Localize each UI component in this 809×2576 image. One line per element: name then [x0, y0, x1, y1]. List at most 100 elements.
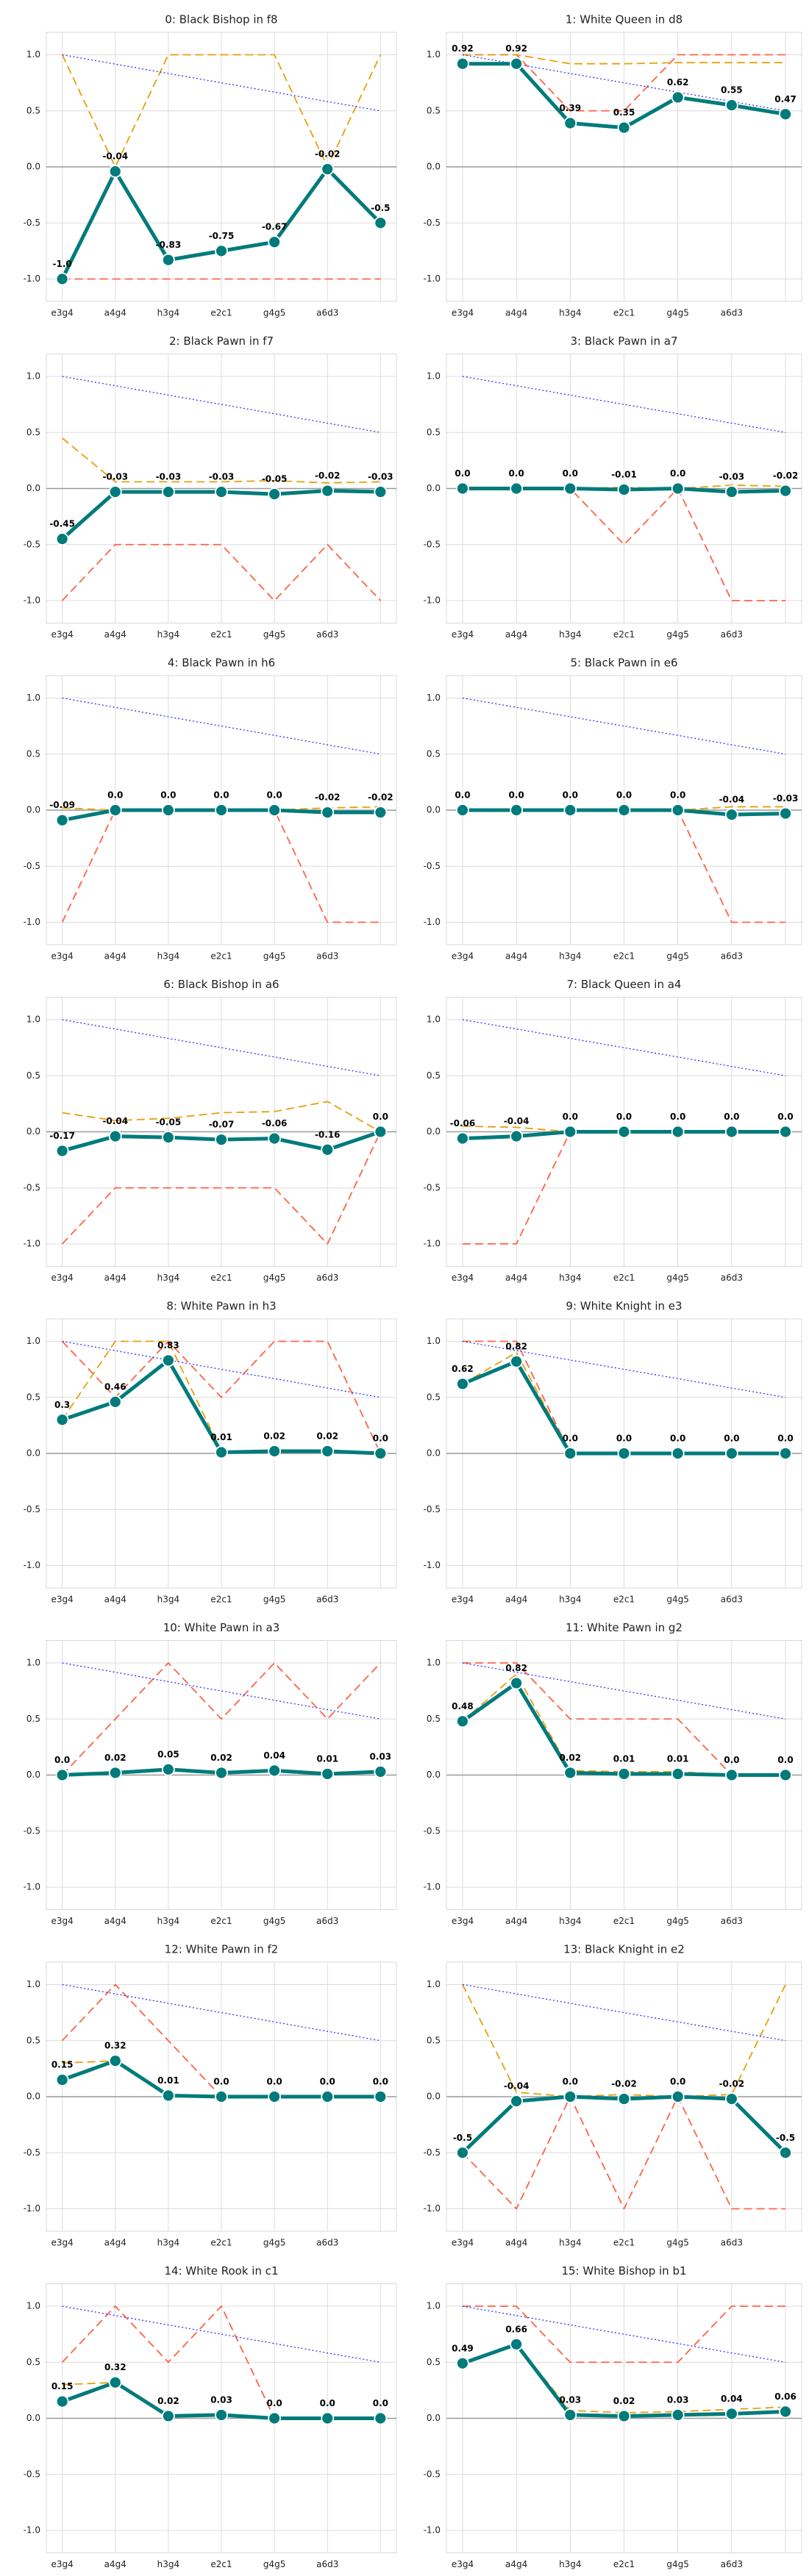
- value-label: 0.02: [560, 1753, 582, 1763]
- x-tick-label: a6d3: [721, 1595, 743, 1605]
- subplot: 15: White Bishop in b1 -1.0 -0.5 0.0 0.5 1.0 e…: [424, 2264, 802, 2569]
- marker: [724, 1768, 738, 1782]
- x-tick-label: g4g5: [263, 2559, 286, 2569]
- marker: [374, 1765, 388, 1778]
- value-label: 0.0: [107, 790, 123, 801]
- y-tick-label: -1.0: [424, 2203, 441, 2214]
- marker: [724, 808, 738, 821]
- subplot-title: 12: White Pawn in f2: [165, 1943, 279, 1956]
- y-tick-label: 0.5: [26, 427, 40, 437]
- value-label: -0.5: [453, 2133, 472, 2143]
- marker: [671, 2090, 685, 2103]
- value-label: -0.03: [773, 793, 799, 804]
- y-tick-label: -1.0: [424, 2525, 441, 2536]
- value-label: 0.0: [670, 790, 685, 801]
- series-line: [62, 1662, 381, 1720]
- value-label: -0.16: [315, 1129, 341, 1139]
- x-tick-label: e3g4: [452, 2559, 474, 2569]
- series-line: [462, 1662, 786, 1720]
- value-label: 0.0: [373, 2398, 388, 2408]
- x-tick-label: a4g4: [505, 2238, 527, 2248]
- value-label: 0.0: [320, 2398, 335, 2408]
- value-label: -0.02: [368, 793, 393, 803]
- x-tick-label: h3g4: [157, 2559, 180, 2569]
- subplot: 3: Black Pawn in a7 -1.0 -0.5 0.0 0.5 1.0 e3g4…: [424, 334, 802, 640]
- x-tick-label: a6d3: [721, 2238, 743, 2248]
- marker: [563, 2408, 577, 2422]
- marker: [215, 244, 228, 258]
- marker: [108, 1766, 122, 1780]
- marker: [108, 1129, 122, 1143]
- value-label: -0.5: [776, 2133, 795, 2143]
- marker: [563, 2090, 577, 2103]
- y-tick-label: 0.5: [427, 2357, 441, 2367]
- marker: [456, 482, 469, 495]
- value-label: 0.0: [724, 1112, 739, 1122]
- x-tick-label: a4g4: [505, 1273, 527, 1283]
- marker: [617, 1767, 631, 1781]
- y-tick-label: -0.5: [24, 2469, 40, 2479]
- y-tick-label: 0.0: [427, 2413, 441, 2423]
- x-tick-label: a4g4: [505, 308, 527, 318]
- y-tick-label: 0.5: [26, 2357, 40, 2367]
- x-tick-label: a4g4: [104, 2559, 126, 2569]
- series-line: [62, 697, 381, 755]
- marker: [55, 1144, 69, 1158]
- x-tick-label: a4g4: [104, 2238, 126, 2248]
- subplot: 14: White Rook in c1 -1.0 -0.5 0.0 0.5 1.0 e3g…: [24, 2264, 397, 2569]
- value-label: 0.0: [616, 1112, 632, 1122]
- value-label: 0.02: [104, 1753, 126, 1763]
- marker: [55, 2394, 69, 2408]
- x-tick-label: a6d3: [316, 1916, 338, 1926]
- subplot-title: 10: White Pawn in a3: [163, 1621, 280, 1634]
- y-tick-label: -0.5: [24, 539, 40, 549]
- subplot: 7: Black Queen in a4 -1.0 -0.5 0.0 0.5 1.0 e3g…: [424, 978, 802, 1283]
- value-label: -0.06: [450, 1118, 476, 1128]
- x-tick-label: a4g4: [505, 951, 527, 962]
- marker: [321, 1445, 335, 1458]
- subplot-title: 3: Black Pawn in a7: [570, 334, 677, 348]
- value-label: 0.0: [724, 1755, 739, 1765]
- value-label: 0.15: [51, 2060, 74, 2070]
- y-tick-label: -1.0: [24, 1239, 40, 1249]
- x-tick-label: e2c1: [210, 1595, 232, 1605]
- y-tick-label: 1.0: [427, 49, 441, 60]
- marker: [724, 485, 738, 498]
- value-label: 0.35: [613, 107, 635, 118]
- value-label: -0.04: [102, 1116, 128, 1126]
- marker: [671, 1125, 685, 1139]
- value-label: 0.32: [104, 2362, 126, 2372]
- x-tick-label: e2c1: [613, 1595, 635, 1605]
- subplot: 0: Black Bishop in f8 -1.0 -0.5 0.0 0.5 1.0 e3…: [24, 13, 397, 318]
- marker: [510, 482, 524, 495]
- marker: [779, 484, 792, 498]
- x-tick-label: g4g5: [666, 629, 689, 640]
- marker: [268, 487, 282, 501]
- marker: [617, 121, 631, 135]
- value-label: -0.06: [262, 1118, 288, 1128]
- marker: [456, 804, 469, 817]
- series-line: [62, 1101, 381, 1133]
- subplot-title: 6: Black Bishop in a6: [163, 978, 279, 991]
- value-label: -0.02: [611, 2079, 637, 2089]
- marker: [671, 2408, 685, 2422]
- value-label: -0.5: [371, 203, 390, 213]
- value-label: 0.0: [455, 790, 470, 801]
- marker: [55, 532, 69, 546]
- value-label: -0.75: [209, 231, 235, 241]
- marker: [161, 804, 175, 817]
- y-tick-label: 0.0: [26, 162, 40, 172]
- y-tick-label: 0.0: [26, 805, 40, 815]
- y-tick-label: 0.0: [427, 1448, 441, 1459]
- marker: [374, 806, 388, 819]
- subplot: 12: White Pawn in f2 -1.0 -0.5 0.0 0.5 1.0 e3g…: [24, 1943, 397, 2248]
- x-tick-label: h3g4: [559, 629, 582, 640]
- marker: [671, 90, 685, 104]
- value-label: 0.0: [563, 2077, 578, 2087]
- marker: [55, 1768, 69, 1782]
- marker: [563, 116, 577, 130]
- value-label: 0.0: [616, 790, 632, 801]
- y-tick-label: 0.0: [26, 1448, 40, 1459]
- x-tick-label: e2c1: [210, 1916, 232, 1926]
- x-tick-label: a4g4: [505, 2559, 527, 2569]
